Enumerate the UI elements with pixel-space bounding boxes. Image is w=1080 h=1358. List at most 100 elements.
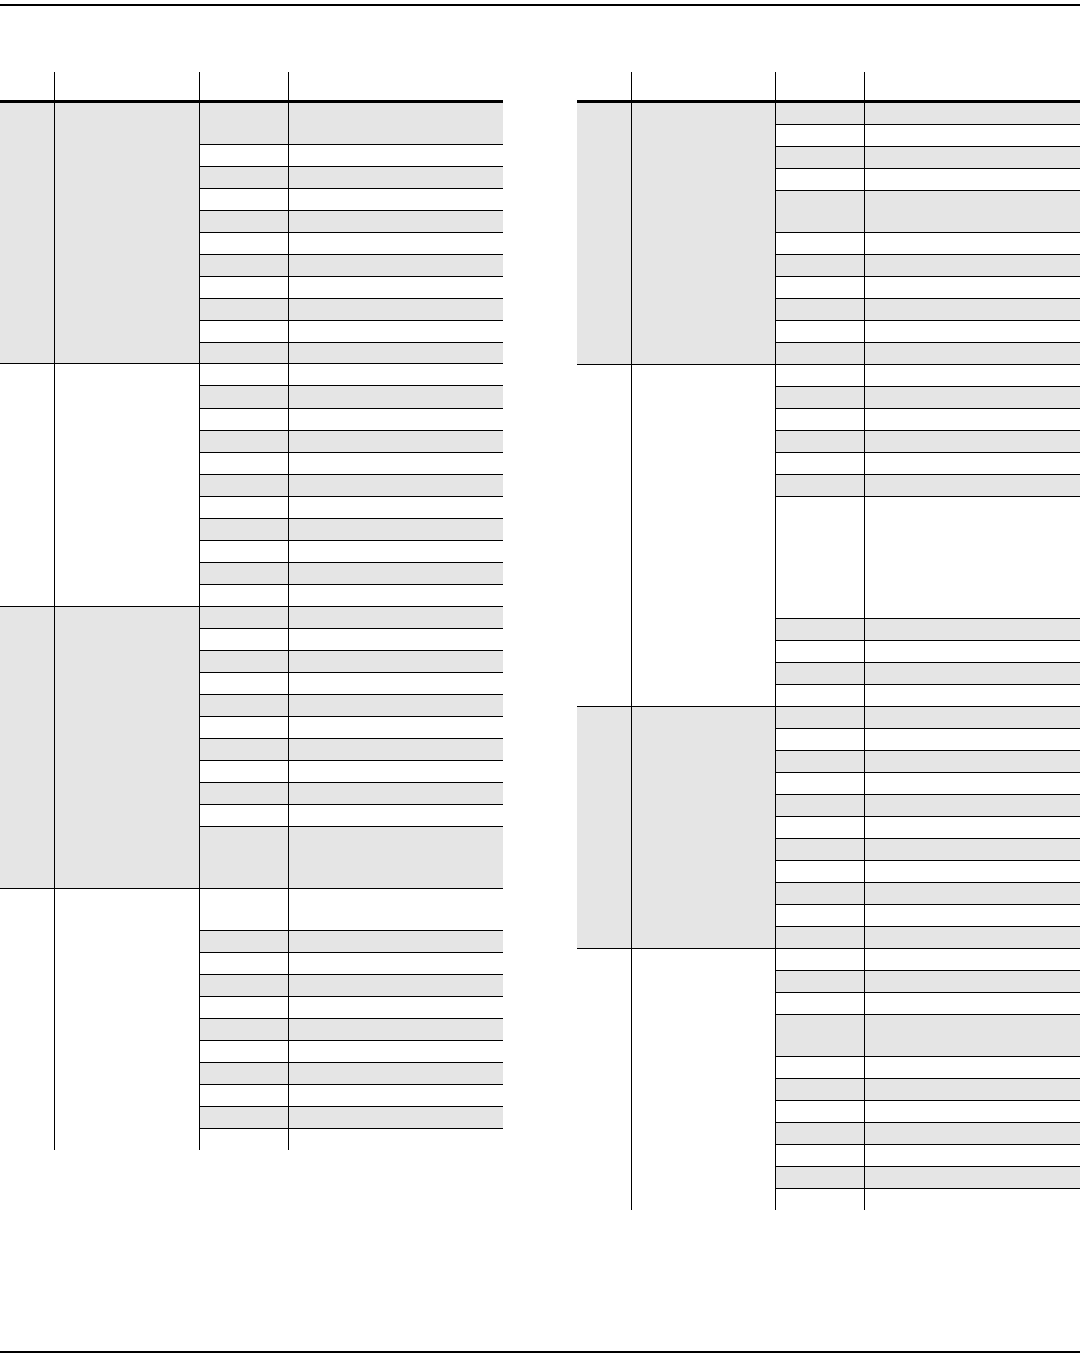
row-divider [775,926,1080,927]
column-divider [775,72,776,1210]
bottom-rule [0,1351,1080,1353]
row-divider [199,760,503,761]
table-row [775,430,1080,452]
table-row [199,584,503,606]
row-divider [775,1166,1080,1167]
row-divider [775,904,1080,905]
row-divider [775,124,1080,125]
row-divider [199,1106,503,1107]
table-row [775,254,1080,276]
row-divider [775,190,1080,191]
top-rule [0,4,1080,6]
table-row [199,952,503,974]
header-rule [0,100,503,103]
table-row [775,232,1080,254]
row-divider [199,298,503,299]
table-row [199,650,503,672]
row-divider [199,628,503,629]
row-divider [199,1062,503,1063]
column-divider [199,72,200,1150]
table-row [775,728,1080,750]
table-row [199,826,503,888]
table-row [199,804,503,826]
table-row [775,124,1080,146]
table-row [199,540,503,562]
table-row [775,364,1080,386]
row-divider [199,694,503,695]
table-row [199,628,503,650]
row-divider [775,1056,1080,1057]
row-divider [775,496,1080,497]
table-row [775,640,1080,662]
table-row [775,926,1080,948]
row-divider [199,930,503,931]
table-row [775,496,1080,618]
table-row [775,662,1080,684]
table-row [199,694,503,716]
row-divider [199,385,503,386]
column-divider [631,72,632,1210]
row-divider [775,640,1080,641]
table-row [199,103,503,144]
row-divider [199,540,503,541]
group-divider [577,706,1080,707]
row-divider [199,144,503,145]
table-row [199,716,503,738]
table-row [199,1018,503,1040]
table-row [199,888,503,930]
table-row [199,232,503,254]
table-row [199,298,503,320]
group-divider [577,364,1080,365]
row-divider [775,794,1080,795]
row-divider [199,1040,503,1041]
table-row [199,1128,503,1150]
row-divider [199,952,503,953]
table-row [199,930,503,952]
row-divider [199,452,503,453]
table-row [775,103,1080,124]
row-divider [775,232,1080,233]
table-row [199,210,503,232]
row-divider [775,474,1080,475]
row-divider [199,716,503,717]
row-divider [775,452,1080,453]
group-divider [0,888,503,889]
table-row [199,996,503,1018]
table-row [199,606,503,628]
row-divider [199,1128,503,1129]
column-divider [288,72,289,1150]
table-row [775,1144,1080,1166]
table-row [775,320,1080,342]
table-row [199,474,503,496]
column-divider [54,72,55,1150]
table-row [775,474,1080,496]
group-cell [0,606,199,888]
row-divider [199,254,503,255]
group-divider [0,606,503,607]
table-row [775,816,1080,838]
table-row [775,750,1080,772]
table-row [775,794,1080,816]
group-divider [577,948,1080,949]
table-row [775,838,1080,860]
row-divider [775,816,1080,817]
table-row [775,992,1080,1014]
table-row [775,882,1080,904]
table-row [775,452,1080,474]
row-divider [775,662,1080,663]
table-row [199,1084,503,1106]
row-divider [199,496,503,497]
row-divider [199,430,503,431]
row-divider [199,276,503,277]
row-divider [775,146,1080,147]
row-divider [199,974,503,975]
table-row [775,298,1080,320]
row-divider [199,826,503,827]
table-row [199,974,503,996]
table-row [199,320,503,342]
row-divider [199,650,503,651]
row-divider [775,882,1080,883]
row-divider [775,1014,1080,1015]
row-divider [775,728,1080,729]
row-divider [775,970,1080,971]
